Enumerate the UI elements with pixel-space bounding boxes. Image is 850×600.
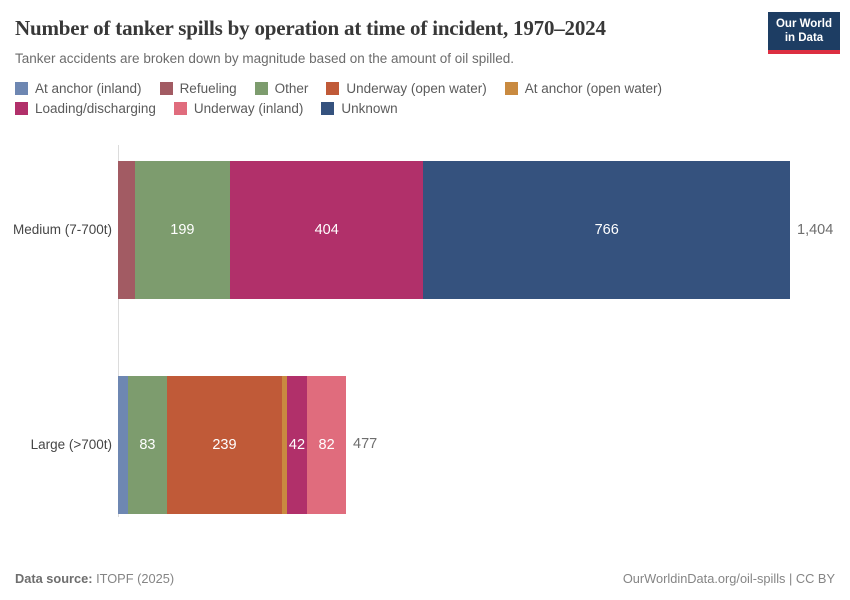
- bar-segment-loading-discharging[interactable]: 42: [286, 376, 307, 514]
- legend-item-label: Refueling: [179, 81, 237, 96]
- legend-swatch-icon: [159, 82, 173, 95]
- segment-value-label: 766: [594, 222, 619, 238]
- page-title: Number of tanker spills by operation at …: [15, 16, 606, 40]
- owid-logo-line2: in Data: [784, 32, 824, 44]
- legend-item-loading-discharging[interactable]: Loading/discharging: [15, 101, 156, 116]
- category-label-medium: Medium (7-700t): [12, 222, 112, 237]
- owid-logo-line1: Our World: [775, 17, 832, 30]
- segment-value-label: 42: [288, 437, 306, 453]
- legend-item-label: Other: [274, 81, 309, 96]
- bar-segment-other[interactable]: 199: [134, 161, 230, 299]
- legend-item-other[interactable]: Other: [254, 81, 309, 96]
- segment-value-label: 83: [139, 437, 156, 453]
- y-axis-line: [118, 145, 119, 517]
- legend-item-label: Unknown: [341, 101, 398, 116]
- legend-item-label: At anchor (inland): [35, 81, 142, 96]
- bar-segment-refueling[interactable]: [118, 161, 135, 299]
- legend-item-underway-open-water[interactable]: Underway (open water): [326, 81, 487, 96]
- bar-segment-other[interactable]: 83: [127, 376, 168, 514]
- legend-swatch-icon: [173, 102, 187, 115]
- bar-total-large: 477: [353, 436, 378, 452]
- legend-item-at-anchor-open-water[interactable]: At anchor (open water): [504, 81, 663, 96]
- data-source-value: ITOPF (2025): [92, 571, 175, 586]
- legend-swatch-icon: [504, 82, 518, 95]
- segment-value-label: 82: [318, 437, 335, 453]
- legend-swatch-icon: [15, 82, 28, 95]
- legend-swatch-icon: [15, 102, 28, 115]
- legend-item-label: Underway (inland): [193, 101, 304, 116]
- legend-item-refueling[interactable]: Refueling: [159, 81, 237, 96]
- data-source-label: Data source:: [15, 571, 93, 586]
- bar-total-medium: 1,404: [797, 222, 834, 238]
- legend-swatch-icon: [326, 82, 340, 95]
- owid-link[interactable]: OurWorldinData.org/oil-spills | CC BY: [622, 571, 835, 586]
- legend-swatch-icon: [321, 102, 335, 115]
- legend-item-label: Underway (open water): [346, 81, 487, 96]
- bar-segment-at-anchor-inland[interactable]: [118, 376, 128, 514]
- data-source: Data source: ITOPF (2025): [15, 571, 174, 586]
- legend-item-label: Loading/discharging: [35, 101, 156, 116]
- page-subtitle: Tanker accidents are broken down by magn…: [15, 51, 515, 66]
- legend-row: Loading/discharging Underway (inland) Unkn…: [15, 101, 735, 116]
- segment-value-label: 199: [170, 222, 195, 238]
- segment-value-label: 239: [212, 437, 237, 453]
- segment-value-label: 404: [314, 222, 339, 238]
- category-label-large: Large (>700t): [30, 437, 112, 452]
- footer: Data source: ITOPF (2025) OurWorldinData…: [15, 571, 835, 586]
- bar-segment-underway-inland[interactable]: 82: [307, 376, 347, 514]
- legend-item-at-anchor-inland[interactable]: At anchor (inland): [15, 81, 142, 96]
- legend-item-label: At anchor (open water): [524, 81, 663, 96]
- bar-large: 83 239 42 82: [118, 376, 347, 514]
- bar-segment-at-anchor-open-water[interactable]: [281, 376, 287, 514]
- legend-item-underway-inland[interactable]: Underway (inland): [173, 101, 304, 116]
- legend-item-unknown[interactable]: Unknown: [321, 101, 398, 116]
- legend-swatch-icon: [254, 82, 268, 95]
- bar-medium: 199 404 766: [118, 161, 790, 299]
- bar-segment-underway-open-water[interactable]: 239: [167, 376, 282, 514]
- legend: At anchor (inland) Refueling Other Underway…: [15, 81, 735, 116]
- bar-segment-unknown[interactable]: 766: [423, 161, 790, 299]
- bar-segment-loading-discharging[interactable]: 404: [230, 161, 424, 299]
- owid-logo[interactable]: Our World in Data: [768, 12, 840, 54]
- legend-row: At anchor (inland) Refueling Other Underway…: [15, 81, 735, 96]
